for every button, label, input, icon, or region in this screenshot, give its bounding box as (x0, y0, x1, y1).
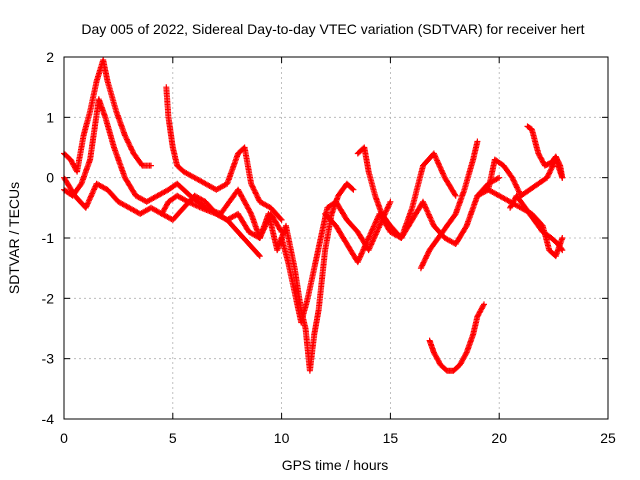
y-tick-label: 1 (46, 109, 54, 125)
y-tick-label: 2 (46, 49, 54, 65)
x-tick-label: 0 (60, 430, 68, 446)
data-series (163, 84, 285, 223)
data-series (507, 192, 566, 254)
x-tick-label: 15 (383, 430, 399, 446)
data-point-markers (426, 301, 487, 374)
data-point-markers (278, 198, 394, 326)
data-point-markers (163, 84, 285, 223)
y-tick-label: 0 (46, 170, 54, 186)
y-tick-label: -2 (42, 290, 55, 306)
data-marks (61, 57, 566, 374)
x-tick-label: 20 (491, 430, 507, 446)
data-point-markers (354, 144, 459, 241)
data-series (524, 123, 566, 181)
data-point-markers (524, 123, 566, 181)
data-series (426, 301, 487, 374)
x-tick-label: 25 (600, 430, 616, 446)
tick-labels: 0 5 10 15 20 25 -4 -3 -2 -1 0 1 2 (42, 49, 616, 446)
y-tick-label: -4 (42, 411, 55, 427)
x-tick-label: 10 (274, 430, 290, 446)
x-axis-label: GPS time / hours (282, 457, 389, 473)
y-axis-label: SDTVAR / TECUs (6, 182, 22, 294)
chart-title: Day 005 of 2022, Sidereal Day-to-day VTE… (81, 21, 584, 37)
y-tick-label: -3 (42, 351, 55, 367)
data-point-markers (507, 192, 566, 254)
y-tick-label: -1 (42, 230, 55, 246)
data-series (278, 198, 394, 326)
plot-frame (63, 56, 609, 420)
x-tick-label: 5 (169, 430, 177, 446)
data-series (417, 138, 481, 272)
data-point-markers (417, 138, 481, 272)
data-series (354, 144, 459, 241)
